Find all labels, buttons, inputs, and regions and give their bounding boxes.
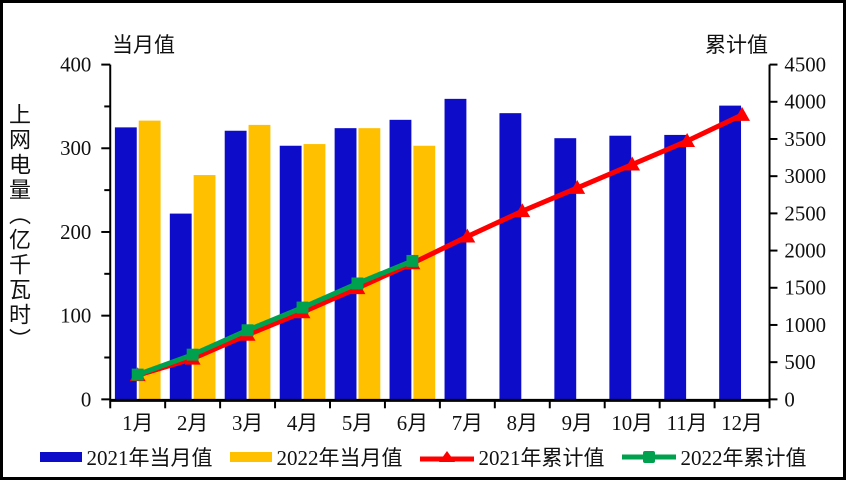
right-axis-caption: 累计值 bbox=[705, 33, 768, 57]
right-axis-tick-label: 500 bbox=[784, 350, 815, 374]
bar-2022-3月 bbox=[248, 124, 271, 400]
right-axis-tick-label: 2000 bbox=[784, 239, 826, 263]
left-axis-tick-label: 0 bbox=[81, 387, 91, 411]
marker-triangle-2021年累计值 bbox=[569, 179, 586, 194]
marker-triangle-2021年累计值 bbox=[624, 156, 641, 171]
left-axis-tick-label: 300 bbox=[60, 136, 91, 160]
x-axis-label-8月: 8月 bbox=[507, 411, 538, 435]
bar-2022-4月 bbox=[303, 144, 326, 400]
bar-2022-6月 bbox=[413, 145, 436, 400]
right-axis-tick-label: 3500 bbox=[784, 127, 826, 151]
plot-area: 4003002001000450040003500300025002000150… bbox=[60, 53, 826, 436]
bar-2021-7月 bbox=[444, 98, 467, 400]
bar-2021-4月 bbox=[279, 145, 302, 400]
right-axis-tick-label: 0 bbox=[784, 387, 794, 411]
marker-square-2022年累计值 bbox=[241, 324, 254, 337]
legend-item-2022-monthly: 2022年当月值 bbox=[229, 442, 403, 472]
bar-2021-3月 bbox=[224, 130, 247, 400]
bar-2022-2月 bbox=[193, 175, 216, 400]
cumulative-line-2022年累计值 bbox=[136, 258, 414, 377]
x-axis-label-2月: 2月 bbox=[177, 411, 208, 435]
bar-2022-5月 bbox=[358, 128, 381, 400]
x-axis-label-1月: 1月 bbox=[122, 411, 153, 435]
bar-2021-1月 bbox=[114, 127, 137, 400]
legend-marker-2021-cumulative-icon bbox=[419, 449, 474, 465]
marker-square-2022年累计值 bbox=[131, 368, 144, 381]
marker-square-2022年累计值 bbox=[186, 348, 199, 361]
bar-2021-12月 bbox=[719, 105, 742, 400]
legend-label: 2022年累计值 bbox=[680, 446, 807, 470]
right-axis-tick-label: 2500 bbox=[784, 201, 826, 225]
legend-label: 2021年当月值 bbox=[86, 446, 213, 470]
x-axis-label-7月: 7月 bbox=[452, 411, 483, 435]
bar-2021-11月 bbox=[664, 134, 687, 400]
x-axis-label-9月: 9月 bbox=[562, 411, 593, 435]
marker-square-2022年累计值 bbox=[351, 277, 364, 290]
bar-2021-2月 bbox=[169, 213, 192, 400]
legend-marker-2022-cumulative-icon bbox=[621, 449, 676, 465]
right-axis-tick-label: 4000 bbox=[784, 90, 826, 114]
left-axis-tick-label: 100 bbox=[60, 304, 91, 328]
right-axis-tick-label: 1000 bbox=[784, 313, 826, 337]
x-axis-label-10月: 10月 bbox=[611, 411, 653, 435]
marker-triangle-2021年累计值 bbox=[459, 228, 476, 243]
bar-2021-5月 bbox=[334, 128, 357, 400]
legend-item-2022-cumulative: 2022年累计值 bbox=[621, 442, 807, 472]
right-axis-tick-label: 3000 bbox=[784, 164, 826, 188]
marker-square-2022年累计值 bbox=[296, 301, 309, 314]
marker-triangle-2021年累计值 bbox=[679, 133, 696, 147]
marker-triangle-2021年累计值 bbox=[734, 106, 750, 121]
x-axis-label-12月: 12月 bbox=[721, 411, 763, 435]
legend-swatch-2021-monthly-icon bbox=[39, 451, 82, 463]
legend: 2021年当月值 2022年当月值 2021年累计值 2022年累计值 bbox=[3, 442, 843, 472]
legend-item-2021-monthly: 2021年当月值 bbox=[39, 442, 213, 472]
left-axis-tick-label: 200 bbox=[60, 220, 91, 244]
legend-label: 2021年累计值 bbox=[478, 446, 605, 470]
y-axis-title: 上网电量（亿千瓦时） bbox=[6, 103, 31, 353]
right-axis-tick-label: 4500 bbox=[784, 53, 826, 77]
left-axis-caption: 当月值 bbox=[112, 33, 175, 57]
x-axis-label-4月: 4月 bbox=[287, 411, 318, 435]
marker-square-2022年累计值 bbox=[406, 254, 419, 267]
x-axis-label-3月: 3月 bbox=[232, 411, 263, 435]
bar-2021-9月 bbox=[554, 138, 577, 400]
legend-swatch-2022-monthly-icon bbox=[229, 451, 272, 463]
bar-2021-10月 bbox=[609, 135, 632, 400]
bar-2021-8月 bbox=[499, 113, 522, 400]
x-axis-label-5月: 5月 bbox=[342, 411, 373, 435]
left-axis-tick-label: 400 bbox=[60, 53, 91, 77]
legend-item-2021-cumulative: 2021年累计值 bbox=[419, 442, 605, 472]
x-axis-label-6月: 6月 bbox=[397, 411, 428, 435]
legend-label: 2022年当月值 bbox=[276, 446, 403, 470]
x-axis-label-11月: 11月 bbox=[667, 411, 708, 435]
cumulative-line-2021年累计值 bbox=[137, 112, 744, 378]
marker-triangle-2021年累计值 bbox=[514, 203, 531, 218]
bar-2022-1月 bbox=[138, 120, 161, 400]
bar-2021-6月 bbox=[389, 119, 412, 400]
right-axis-tick-label: 1500 bbox=[784, 276, 826, 300]
